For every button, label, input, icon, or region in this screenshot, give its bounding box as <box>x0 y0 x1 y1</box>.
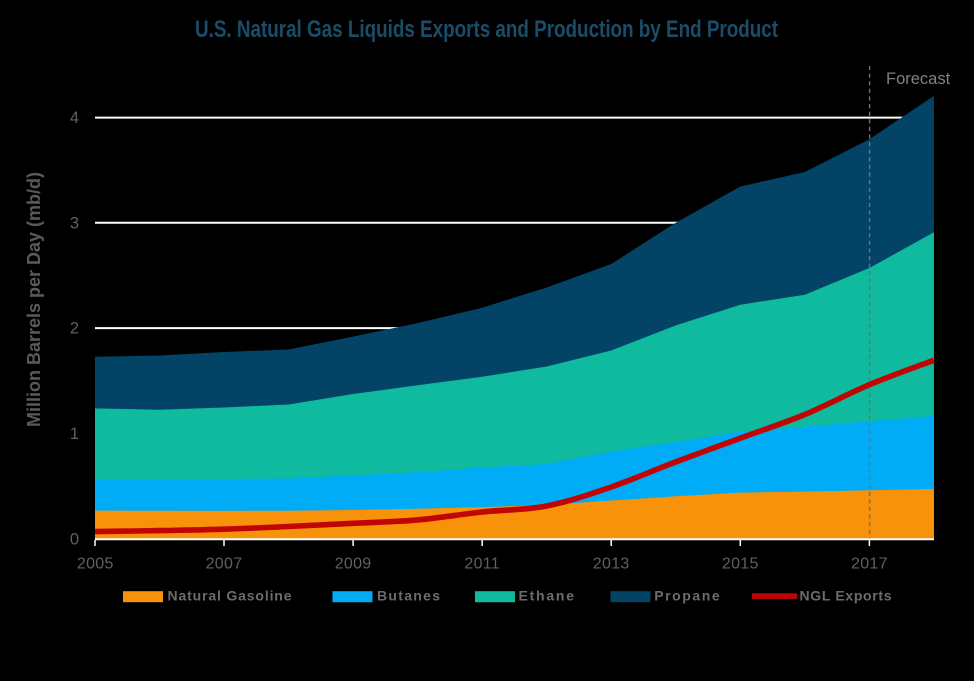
svg-text:2015: 2015 <box>722 556 759 573</box>
svg-text:Forecast: Forecast <box>886 70 951 88</box>
svg-text:Ethane: Ethane <box>519 588 575 604</box>
svg-text:0: 0 <box>70 530 79 548</box>
svg-text:2007: 2007 <box>206 556 243 573</box>
svg-text:2: 2 <box>70 320 79 338</box>
svg-text:NGL Exports: NGL Exports <box>800 588 892 604</box>
svg-text:3: 3 <box>70 214 79 232</box>
svg-text:2017: 2017 <box>851 556 888 573</box>
svg-text:U.S. Natural Gas Liquids Expor: U.S. Natural Gas Liquids Exports and Pro… <box>195 16 778 43</box>
svg-text:4: 4 <box>70 109 79 127</box>
svg-text:Million Barrels per Day (mb/d): Million Barrels per Day (mb/d) <box>24 172 44 427</box>
svg-text:2009: 2009 <box>335 556 372 573</box>
svg-text:Butanes: Butanes <box>377 588 440 604</box>
svg-text:2005: 2005 <box>77 556 114 573</box>
svg-text:Natural Gasoline: Natural Gasoline <box>168 588 292 604</box>
svg-text:2011: 2011 <box>464 556 500 573</box>
svg-text:1: 1 <box>70 425 79 443</box>
svg-text:2013: 2013 <box>593 556 630 573</box>
